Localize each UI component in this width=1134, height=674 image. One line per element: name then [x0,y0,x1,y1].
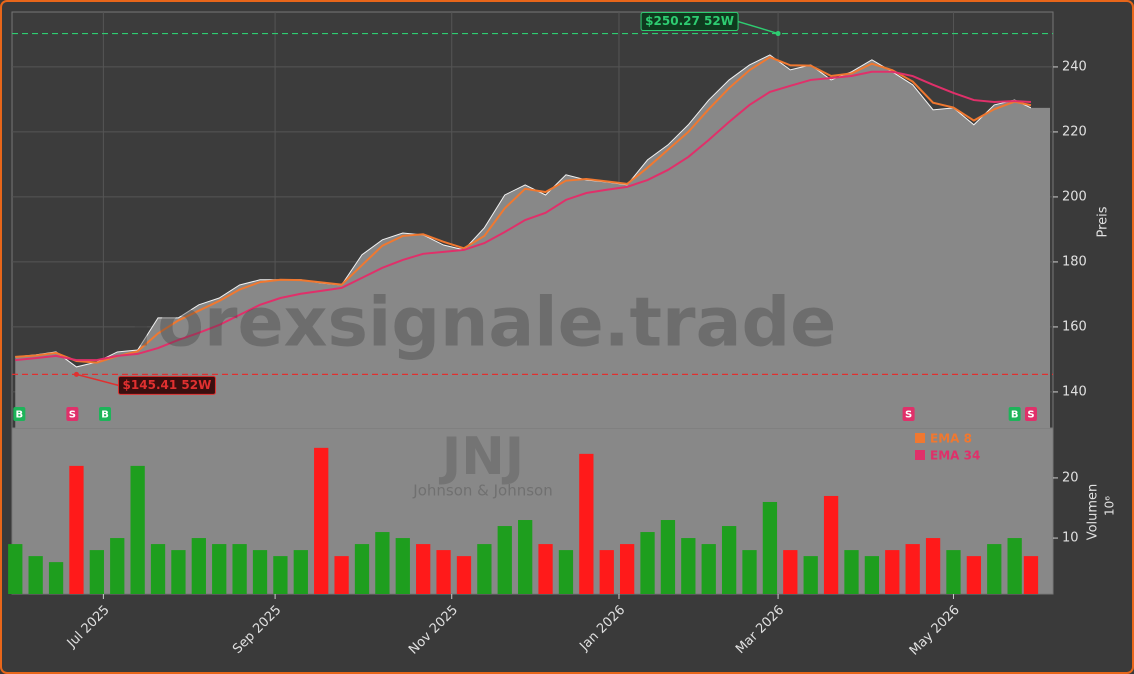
signal-badge [66,407,79,421]
volume-tick-label: 10 [1062,531,1079,546]
volume-bar [823,495,839,594]
signal-label: S [1027,410,1034,421]
volume-bar [28,556,43,594]
legend-label: EMA 34 [930,449,980,463]
price-area-fill [15,54,1051,429]
y-tick-label: 140 [1062,384,1087,399]
symbol: JNJ [439,427,524,487]
volume-bar [701,544,716,594]
volume-bar [334,556,349,594]
y-tick-label: 220 [1062,124,1087,139]
volume-bar [375,532,390,594]
legend-swatch [915,450,925,460]
signal-label: B [1011,410,1019,421]
annotation-arrow [76,373,119,387]
volume-bar [660,520,676,594]
volume-bar [293,550,308,594]
volume-bar [925,538,941,594]
ema-line [15,70,1032,362]
volume-bar [558,550,574,594]
volume-bar [436,550,451,594]
volume-bar [864,556,880,594]
volume-bar [497,526,512,594]
signal-label: B [101,410,109,421]
signal-label: S [905,410,912,421]
annotation-arrow [737,20,779,35]
signal-badge [99,407,112,421]
watermark: forexsignale.trade [128,284,837,363]
volume-bar [252,550,268,594]
signal-badge [902,407,915,421]
volume-bar [721,526,737,594]
volume-bar [8,544,23,594]
volume-bar [599,550,614,594]
y-tick-label: 240 [1062,59,1087,74]
volume-unit: 10⁶ [1103,496,1117,516]
volume-axis-label: Volumen [1086,484,1101,541]
signal-badge [1024,407,1037,421]
volume-bar [762,501,778,594]
volume-bar [946,550,961,594]
volume-bar [803,556,818,594]
signal-badge [13,407,26,421]
volume-bar [314,447,329,594]
annotation-box [640,12,739,32]
y-tick-label: 200 [1062,189,1087,204]
close-line [15,54,1032,368]
volume-bar [89,550,104,594]
volume-bar [885,550,900,594]
volume-bar [48,562,64,594]
annotation-box [117,375,216,395]
volume-bar [395,538,410,594]
signal-label: B [16,410,24,421]
volume-tick-label: 20 [1062,470,1079,485]
annotation-point [73,371,79,377]
annotation-point [775,31,781,37]
legend-swatch [915,433,925,443]
annotation-label: $250.27 52W [645,14,734,28]
volume-bar [538,544,553,594]
annotation-label: $145.41 52W [123,378,212,392]
volume-bar [905,544,920,594]
y-tick-label: 180 [1062,254,1087,269]
volume-bar [987,544,1002,594]
volume-bar [681,538,696,594]
volume-bar [456,556,472,594]
y-axis-label: Preis [1096,206,1111,237]
signal-label: S [69,410,76,421]
volume-bar [110,538,125,594]
volume-bar [742,550,757,594]
volume-bar [416,544,431,594]
volume-bar [966,556,982,594]
y-tick-label: 160 [1062,319,1087,334]
volume-bar [844,550,859,594]
volume-bar [150,544,166,594]
volume-bar [130,465,145,594]
volume-bar [783,550,798,594]
volume-bar [477,544,492,594]
volume-bar [640,532,655,594]
volume-bar [619,544,635,594]
volume-bar [354,544,370,594]
volume-bar [212,544,227,594]
volume-bar [191,538,206,594]
volume-bar [171,550,186,594]
volume-bar [69,465,84,594]
volume-bar [579,453,594,594]
volume-bar [273,556,288,594]
company: Johnson & Johnson [412,482,552,500]
volume-bar [518,520,533,594]
volume-bar [232,544,247,594]
signal-badge [1008,407,1021,421]
legend-label: EMA 8 [930,432,972,446]
volume-bar [1023,556,1039,594]
ema-line [15,56,1032,364]
volume-bar [1007,538,1022,594]
